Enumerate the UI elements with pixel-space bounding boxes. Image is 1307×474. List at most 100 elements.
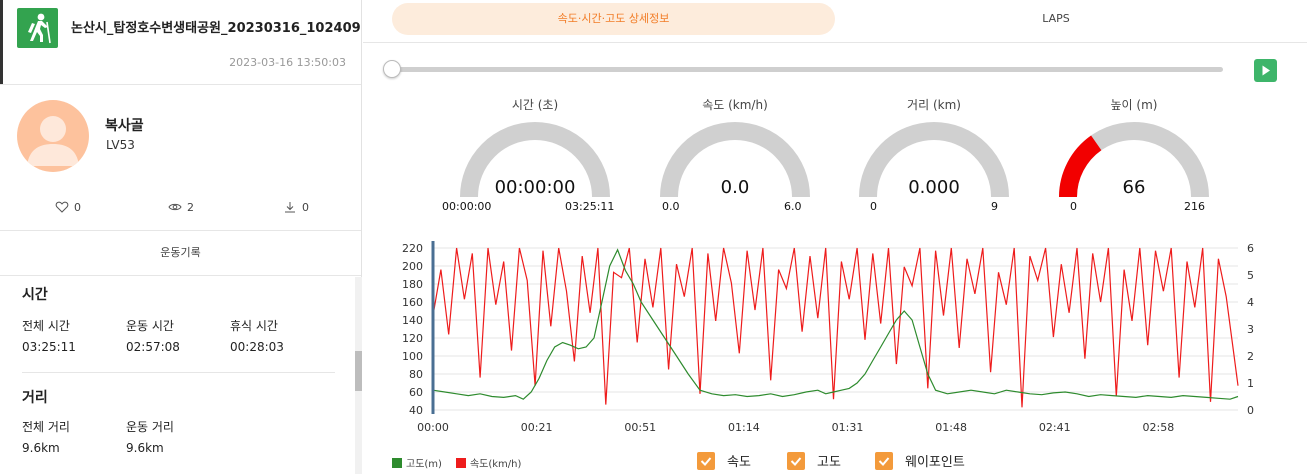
gauge-max: 216: [1184, 200, 1205, 213]
speed-series-line: [432, 247, 1239, 408]
gauge-label: 높이 (m): [1110, 98, 1158, 112]
gauge-min: 00:00:00: [442, 200, 492, 213]
filter-speed-label: 속도: [727, 455, 751, 470]
x-tick-label: 00:21: [521, 421, 553, 434]
distance-section-title: 거리: [22, 390, 48, 406]
gauge-max: 6.0: [784, 200, 802, 213]
gauge-arc: [660, 122, 810, 197]
altitude-series-line: [432, 248, 1239, 400]
y-right-tick-label: 5: [1247, 269, 1254, 282]
detail-tab-bar: 속도·시간·고도 상세정보 LAPS: [363, 0, 1307, 43]
track-info-panel: 논산시_탑정호수변생태공원_20230316_102409 2023-03-16…: [0, 0, 362, 474]
user-name[interactable]: 복사골: [105, 118, 144, 134]
chart-legend: 고도(m) 속도(km/h): [392, 455, 521, 470]
gauge-arc: [859, 122, 1009, 197]
x-tick-label: 00:00: [417, 421, 449, 434]
moving-time-label: 운동 시간: [126, 319, 174, 333]
gauge-altitude: 높이 (m) 66 0 216: [1059, 92, 1209, 217]
gauge-arc: [460, 122, 610, 197]
y-right-tick-label: 0: [1247, 404, 1254, 417]
filter-altitude-checkbox[interactable]: 고도: [787, 451, 841, 470]
legend-altitude: 고도(m): [392, 455, 442, 470]
speed-altitude-chart[interactable]: 40 60 80 100 120 140 160 180 200 220 0 1 2 3 4 5 6 00:00 0…: [383, 236, 1283, 441]
x-tick-label: 02:41: [1039, 421, 1071, 434]
gauge-max: 9: [991, 200, 998, 213]
checkbox-checked-icon: [697, 451, 715, 470]
gauge-value: 00:00:00: [494, 177, 576, 198]
track-header: 논산시_탑정호수변생태공원_20230316_102409 2023-03-16…: [0, 0, 361, 85]
y-left-tick-label: 140: [402, 314, 423, 327]
legend-label-altitude: 고도(m): [406, 459, 442, 470]
y-left-tick-label: 180: [402, 278, 423, 291]
play-icon: [1262, 65, 1270, 76]
tab-record[interactable]: 운동기록: [0, 231, 361, 276]
gauge-min: 0.0: [662, 200, 680, 213]
gauge-label: 속도 (km/h): [702, 98, 768, 112]
x-tick-label: 00:51: [624, 421, 656, 434]
y-left-tick-label: 60: [409, 386, 423, 399]
gauge-speed: 속도 (km/h) 0.0 0.0 6.0: [660, 92, 810, 217]
gauge-label: 거리 (km): [907, 98, 961, 112]
section-divider: [22, 372, 335, 373]
moving-distance-value: 9.6km: [126, 441, 164, 455]
playback-slider-handle[interactable]: [383, 60, 401, 78]
tab-laps[interactable]: LAPS: [1042, 12, 1070, 25]
download-button[interactable]: 0: [283, 200, 309, 214]
x-tick-label: 01:14: [728, 421, 760, 434]
x-tick-label: 02:58: [1143, 421, 1175, 434]
gauge-min: 0: [1070, 200, 1077, 213]
x-tick-label: 01:48: [935, 421, 967, 434]
x-tick-label: 01:31: [832, 421, 864, 434]
record-scroll-thumb[interactable]: [355, 351, 362, 391]
filter-waypoint-label: 웨이포인트: [905, 455, 965, 470]
y-left-tick-label: 120: [402, 332, 423, 345]
gauge-value: 66: [1122, 177, 1146, 198]
user-profile: 복사골 LV53 0 2 0: [0, 85, 361, 231]
moving-distance-label: 운동 거리: [126, 420, 174, 434]
track-date: 2023-03-16 13:50:03: [229, 56, 346, 69]
y-left-tick-label: 220: [402, 242, 423, 255]
user-level: LV53: [106, 138, 135, 152]
checkbox-checked-icon: [875, 451, 893, 470]
total-time-label: 전체 시간: [22, 319, 70, 333]
hiking-person-icon: [17, 8, 58, 48]
legend-swatch-altitude: [392, 457, 402, 468]
like-count: 0: [74, 200, 81, 214]
y-left-tick-label: 100: [402, 350, 423, 363]
y-left-tick-label: 160: [402, 296, 423, 309]
moving-time-value: 02:57:08: [126, 340, 180, 354]
playback-slider-track[interactable]: [390, 67, 1223, 72]
total-distance-label: 전체 거리: [22, 420, 70, 434]
selected-indicator: [0, 0, 3, 84]
y-right-tick-label: 6: [1247, 242, 1254, 255]
gauge-value: 0.000: [908, 177, 960, 198]
y-right-tick-label: 3: [1247, 323, 1254, 336]
gauge-arc: [1059, 122, 1209, 197]
tab-speed-time-altitude[interactable]: 속도·시간·고도 상세정보: [392, 3, 835, 35]
y-left-tick-label: 80: [409, 368, 423, 381]
track-title: 논산시_탑정호수변생태공원_20230316_102409: [71, 21, 361, 36]
download-icon: [285, 202, 295, 213]
heart-icon: [55, 201, 69, 213]
play-button[interactable]: [1254, 59, 1277, 82]
legend-speed: 속도(km/h): [455, 455, 522, 470]
like-button[interactable]: 0: [55, 200, 81, 214]
gauge-label: 시간 (초): [511, 98, 559, 112]
y-right-tick-label: 2: [1247, 350, 1254, 363]
gauge-min: 0: [870, 200, 877, 213]
avatar[interactable]: [17, 100, 89, 172]
y-right-tick-label: 1: [1247, 377, 1254, 390]
legend-label-speed: 속도(km/h): [469, 459, 522, 470]
record-details: 시간 전체 시간 03:25:11 운동 시간 02:57:08 휴식 시간 0…: [0, 277, 355, 474]
y-right-tick-label: 4: [1247, 296, 1254, 309]
filter-waypoint-checkbox[interactable]: 웨이포인트: [875, 451, 965, 470]
download-count: 0: [302, 200, 309, 214]
filter-speed-checkbox[interactable]: 속도: [697, 451, 751, 470]
filter-altitude-label: 고도: [817, 455, 841, 470]
gauge-time: 시간 (초) 00:00:00 00:00:00 03:25:11: [442, 92, 614, 217]
total-time-value: 03:25:11: [22, 340, 76, 354]
total-distance-value: 9.6km: [22, 441, 60, 455]
rest-time-label: 휴식 시간: [230, 319, 278, 333]
y-left-tick-label: 200: [402, 260, 423, 273]
rest-time-value: 00:28:03: [230, 340, 284, 354]
